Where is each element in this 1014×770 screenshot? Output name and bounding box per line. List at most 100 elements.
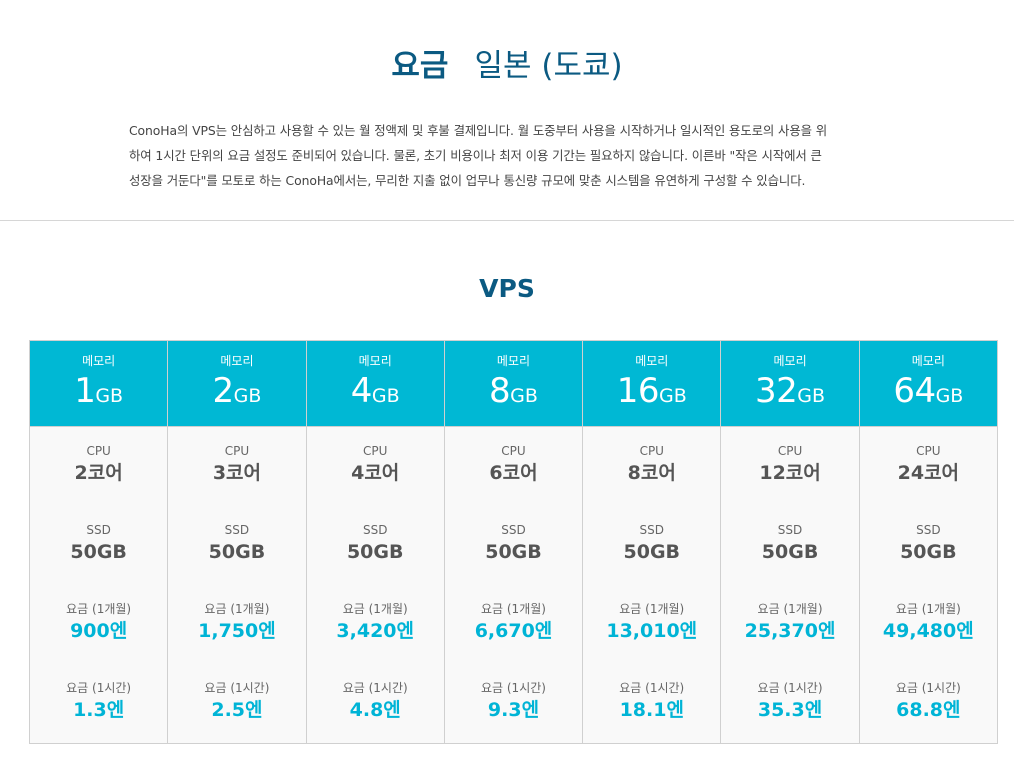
memory-unit: GB xyxy=(797,385,826,407)
intro-line: 하여 1시간 단위의 요금 설정도 준비되어 있습니다. 물론, 초기 비용이나… xyxy=(129,148,822,163)
memory-value: 16GB xyxy=(583,369,720,419)
plan-header: 메모리 8GB xyxy=(444,341,583,427)
cpu-spec: CPU 2코어 xyxy=(30,443,167,487)
memory-value: 4GB xyxy=(307,369,444,419)
memory-unit: GB xyxy=(233,385,262,407)
monthly-price: 요금 (1개월) 49,480엔 xyxy=(860,601,997,645)
memory-value: 64GB xyxy=(860,369,997,419)
memory-label: 메모리 xyxy=(82,354,116,368)
ssd-label: SSD xyxy=(639,523,664,537)
hourly-price-label: 요금 (1시간) xyxy=(757,681,823,695)
cpu-label: CPU xyxy=(639,444,664,458)
ssd-value: 50GB xyxy=(208,541,266,563)
hourly-price-label: 요금 (1시간) xyxy=(342,681,408,695)
plan-body: CPU 2코어 SSD 50GB 요금 (1개월) 900엔 요금 (1시간) 1.3엔 xyxy=(30,427,167,724)
cpu-spec: CPU 8코어 xyxy=(583,443,720,487)
ssd-label: SSD xyxy=(224,523,250,537)
memory-number: 32 xyxy=(755,371,798,411)
cpu-label: CPU xyxy=(501,444,526,458)
hourly-price: 요금 (1시간) 4.8엔 xyxy=(307,680,444,724)
plan-card[interactable]: 메모리 4GB CPU 4코어 SSD 50GB 요금 (1개월) 3,420엔 요금… xyxy=(306,341,445,743)
intro-line: ConoHa의 VPS는 안심하고 사용할 수 있는 월 정액제 및 후불 결제… xyxy=(129,123,828,138)
section-divider xyxy=(0,220,1014,221)
ssd-spec: SSD 50GB xyxy=(307,522,444,566)
cpu-label: CPU xyxy=(916,444,941,458)
plan-body: CPU 3코어 SSD 50GB 요금 (1개월) 1,750엔 요금 (1시간) 2.… xyxy=(168,427,305,724)
ssd-label: SSD xyxy=(916,523,941,537)
plan-card[interactable]: 메모리 32GB CPU 12코어 SSD 50GB 요금 (1개월) 25,370엔… xyxy=(721,341,860,743)
cpu-spec: CPU 12코어 xyxy=(721,443,858,487)
intro-line: 성장을 거둔다"를 모토로 하는 ConoHa에서는, 무리한 지출 없이 업무… xyxy=(129,173,806,188)
ssd-value: 50GB xyxy=(761,541,819,563)
plan-table: 메모리 1GB CPU 2코어 SSD 50GB 요금 (1개월) 900엔 요금 (… xyxy=(29,340,998,744)
cpu-label: CPU xyxy=(363,444,388,458)
plan-card[interactable]: 메모리 2GB CPU 3코어 SSD 50GB 요금 (1개월) 1,750엔 요금… xyxy=(168,341,307,743)
monthly-price-label: 요금 (1개월) xyxy=(66,602,132,616)
plan-header: 메모리 64GB xyxy=(859,341,997,427)
hourly-price-value: 1.3엔 xyxy=(73,699,125,721)
monthly-price-value: 6,670엔 xyxy=(474,620,553,642)
plan-card[interactable]: 메모리 8GB CPU 6코어 SSD 50GB 요금 (1개월) 6,670엔 요금… xyxy=(444,341,584,743)
memory-number: 64 xyxy=(893,371,936,411)
page-title-region: 일본 (도쿄) xyxy=(474,48,623,84)
memory-unit: GB xyxy=(510,385,538,407)
memory-value: 1GB xyxy=(30,369,167,419)
ssd-value: 50GB xyxy=(346,541,404,563)
hourly-price: 요금 (1시간) 9.3엔 xyxy=(445,680,582,724)
cpu-value: 4코어 xyxy=(351,462,400,484)
memory-number: 2 xyxy=(212,371,234,411)
memory-number: 4 xyxy=(350,371,373,411)
memory-label: 메모리 xyxy=(220,354,254,368)
monthly-price: 요금 (1개월) 3,420엔 xyxy=(307,601,444,645)
hourly-price-value: 35.3엔 xyxy=(757,699,823,721)
plan-body: CPU 12코어 SSD 50GB 요금 (1개월) 25,370엔 요금 (1시간)… xyxy=(721,427,858,724)
hourly-price-value: 68.8엔 xyxy=(896,699,961,721)
hourly-price: 요금 (1시간) 18.1엔 xyxy=(583,680,720,724)
cpu-spec: CPU 24코어 xyxy=(860,443,997,487)
ssd-spec: SSD 50GB xyxy=(860,522,997,566)
hourly-price: 요금 (1시간) 68.8엔 xyxy=(860,680,997,724)
cpu-spec: CPU 4코어 xyxy=(307,443,444,487)
cpu-label: CPU xyxy=(86,444,111,458)
cpu-spec: CPU 3코어 xyxy=(168,443,305,487)
monthly-price-value: 25,370엔 xyxy=(744,620,836,642)
ssd-spec: SSD 50GB xyxy=(445,522,582,566)
hourly-price-value: 2.5엔 xyxy=(211,699,263,721)
monthly-price-label: 요금 (1개월) xyxy=(757,602,823,616)
hourly-price-value: 4.8엔 xyxy=(349,699,401,721)
cpu-label: CPU xyxy=(777,444,803,458)
cpu-label: CPU xyxy=(224,444,250,458)
cpu-value: 8코어 xyxy=(627,462,676,484)
ssd-label: SSD xyxy=(501,523,526,537)
ssd-label: SSD xyxy=(362,523,388,537)
ssd-value: 50GB xyxy=(623,541,681,563)
plan-body: CPU 6코어 SSD 50GB 요금 (1개월) 6,670엔 요금 (1시간) 9.… xyxy=(445,427,582,724)
cpu-value: 3코어 xyxy=(212,462,262,484)
hourly-price-label: 요금 (1시간) xyxy=(204,681,270,695)
cpu-value: 2코어 xyxy=(74,462,123,484)
memory-unit: GB xyxy=(95,385,124,407)
ssd-value: 50GB xyxy=(70,541,127,563)
ssd-spec: SSD 50GB xyxy=(168,522,305,566)
plan-card[interactable]: 메모리 1GB CPU 2코어 SSD 50GB 요금 (1개월) 900엔 요금 (… xyxy=(30,341,169,743)
plan-card[interactable]: 메모리 64GB CPU 24코어 SSD 50GB 요금 (1개월) 49,480엔… xyxy=(859,341,997,743)
memory-number: 16 xyxy=(616,371,660,411)
hourly-price: 요금 (1시간) 35.3엔 xyxy=(721,680,858,724)
hourly-price-value: 9.3엔 xyxy=(487,699,540,721)
monthly-price: 요금 (1개월) 900엔 xyxy=(30,601,167,645)
cpu-value: 12코어 xyxy=(759,462,821,484)
cpu-spec: CPU 6코어 xyxy=(445,443,582,487)
memory-number: 8 xyxy=(489,371,511,411)
plan-card[interactable]: 메모리 16GB CPU 8코어 SSD 50GB 요금 (1개월) 13,010엔 … xyxy=(583,341,722,743)
plan-body: CPU 24코어 SSD 50GB 요금 (1개월) 49,480엔 요금 (1시간)… xyxy=(860,427,997,724)
hourly-price-label: 요금 (1시간) xyxy=(895,681,961,695)
plan-header: 메모리 32GB xyxy=(721,341,859,427)
cpu-value: 24코어 xyxy=(897,462,960,484)
monthly-price-value: 1,750엔 xyxy=(198,620,276,642)
hourly-price-label: 요금 (1시간) xyxy=(66,681,132,695)
monthly-price-value: 900엔 xyxy=(70,620,128,642)
hourly-price: 요금 (1시간) 1.3엔 xyxy=(30,680,167,724)
plan-header: 메모리 1GB xyxy=(30,341,168,427)
ssd-label: SSD xyxy=(777,523,803,537)
monthly-price-value: 49,480엔 xyxy=(882,620,974,642)
